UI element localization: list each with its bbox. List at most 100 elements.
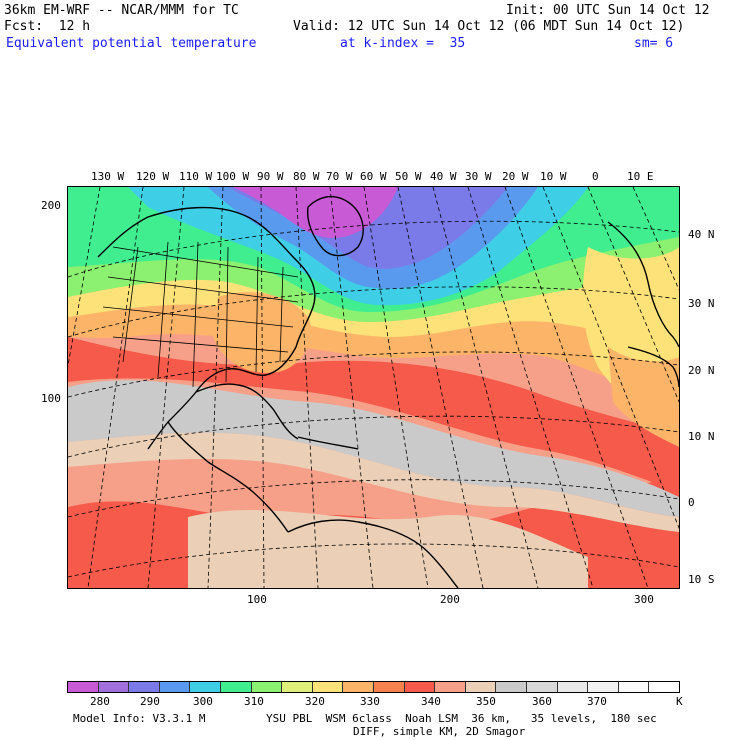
map-field-svg [68,187,679,588]
coastline-caribbean [297,436,359,450]
colorbar-swatch [496,682,527,692]
field-south-beige [188,509,588,588]
diffusion-info: DIFF, simple KM, 2D Smagor [353,725,526,738]
parallel-line [68,351,679,398]
coastline-europe [607,221,679,348]
colorbar-swatch [557,682,589,692]
field-subtropical-red [68,337,679,492]
colorbar-swatch [588,682,619,692]
colorbar-label: 290 [140,695,160,708]
colorbar-swatch [404,682,436,692]
lon-label: 10 W [540,170,567,183]
colorbar-label: 310 [244,695,264,708]
colorbar-swatch [190,682,221,692]
field-purple [233,187,398,238]
lat-label: 10 N [688,430,715,443]
lat-label: 30 N [688,297,715,310]
field-beige-band [68,432,679,532]
lon-label: 20 W [502,170,529,183]
colorbar [67,681,680,693]
state-boundary [122,246,139,363]
colorbar-label: 370 [587,695,607,708]
lon-label: 130 W [91,170,125,183]
lon-label: 110 W [179,170,213,183]
coastline-africa [627,346,679,388]
state-boundary [112,246,299,278]
meridian-line [260,187,265,588]
forecast-hour: Fcst: 12 h [4,19,91,34]
lon-label: 10 E [627,170,654,183]
lon-label: 30 W [465,170,492,183]
smoothing-info: sm= 6 [634,36,674,51]
level-info: at k-index = 35 [340,36,466,51]
lon-label: 120 W [136,170,170,183]
colorbar-label: 350 [476,695,496,708]
coastline-north-america [97,206,316,450]
field-name: Equivalent potential temperature [6,36,257,51]
grid-x-label: 300 [634,593,654,606]
meridian-line [504,187,649,588]
meridian-line [207,187,224,588]
colorbar-swatch [282,682,313,692]
grid-y-label: 100 [41,392,61,405]
field-grey-band [68,380,679,517]
meridian-line [397,187,484,588]
lon-label: 70 W [326,170,353,183]
parallel-line [68,543,679,578]
colorbar-label: 330 [360,695,380,708]
colorbar-swatch [435,682,466,692]
colorbar-swatch [526,682,558,692]
meridian-line [87,187,144,588]
lon-label: 50 W [395,170,422,183]
colorbar-swatch [129,682,160,692]
coastline-central-america [167,421,289,533]
meridian-line [632,187,679,291]
colorbar-swatch [343,682,374,692]
lat-label: 10 S [688,573,715,586]
state-boundary [279,266,284,363]
meridian-line [587,187,679,403]
meridian-line [363,187,429,588]
colorbar-label: 340 [421,695,441,708]
lat-label: 40 N [688,228,715,241]
meridian-line [329,187,374,588]
parallel-line [68,286,679,338]
state-boundary [225,246,229,383]
field-africa-orange [608,347,679,447]
colorbar-swatch [251,682,283,692]
colorbar-swatch [312,682,344,692]
colorbar-label: 360 [532,695,552,708]
state-boundary [255,256,259,373]
lon-label: 0 [592,170,599,183]
model-info: Model Info: V3.3.1 M [73,712,206,725]
lat-label: 20 N [688,364,715,377]
lon-label: 100 W [216,170,250,183]
meridian-line [542,187,679,529]
meridian-line [432,187,539,588]
state-boundary [157,241,169,378]
colorbar-unit: K [676,695,683,708]
colorbar-swatch [159,682,191,692]
colorbar-swatch [649,682,679,692]
coastline-gulf [195,383,299,440]
meridian-line [467,187,594,588]
state-boundary [112,336,289,353]
colorbar-swatch [373,682,405,692]
valid-time: Valid: 12 UTC Sun 14 Oct 12 (06 MDT Sun … [293,19,685,34]
grid-x-label: 200 [440,593,460,606]
lon-label: 40 W [430,170,457,183]
colorbar-swatch [98,682,130,692]
coastline-south-america [287,519,459,588]
state-boundary [192,241,199,388]
lon-label: 80 W [293,170,320,183]
physics-info: YSU PBL WSM 6class Noah LSM 36 km, 35 le… [266,712,657,725]
model-title: 36km EM-WRF -- NCAR/MMM for TC [4,3,239,18]
coastline-greenland [306,195,364,257]
lon-label: 90 W [257,170,284,183]
colorbar-swatch [220,682,252,692]
colorbar-label: 280 [90,695,110,708]
theta-e-map [67,186,680,589]
state-boundary [107,276,299,303]
field-se-us [213,292,312,373]
colorbar-swatch [618,682,650,692]
